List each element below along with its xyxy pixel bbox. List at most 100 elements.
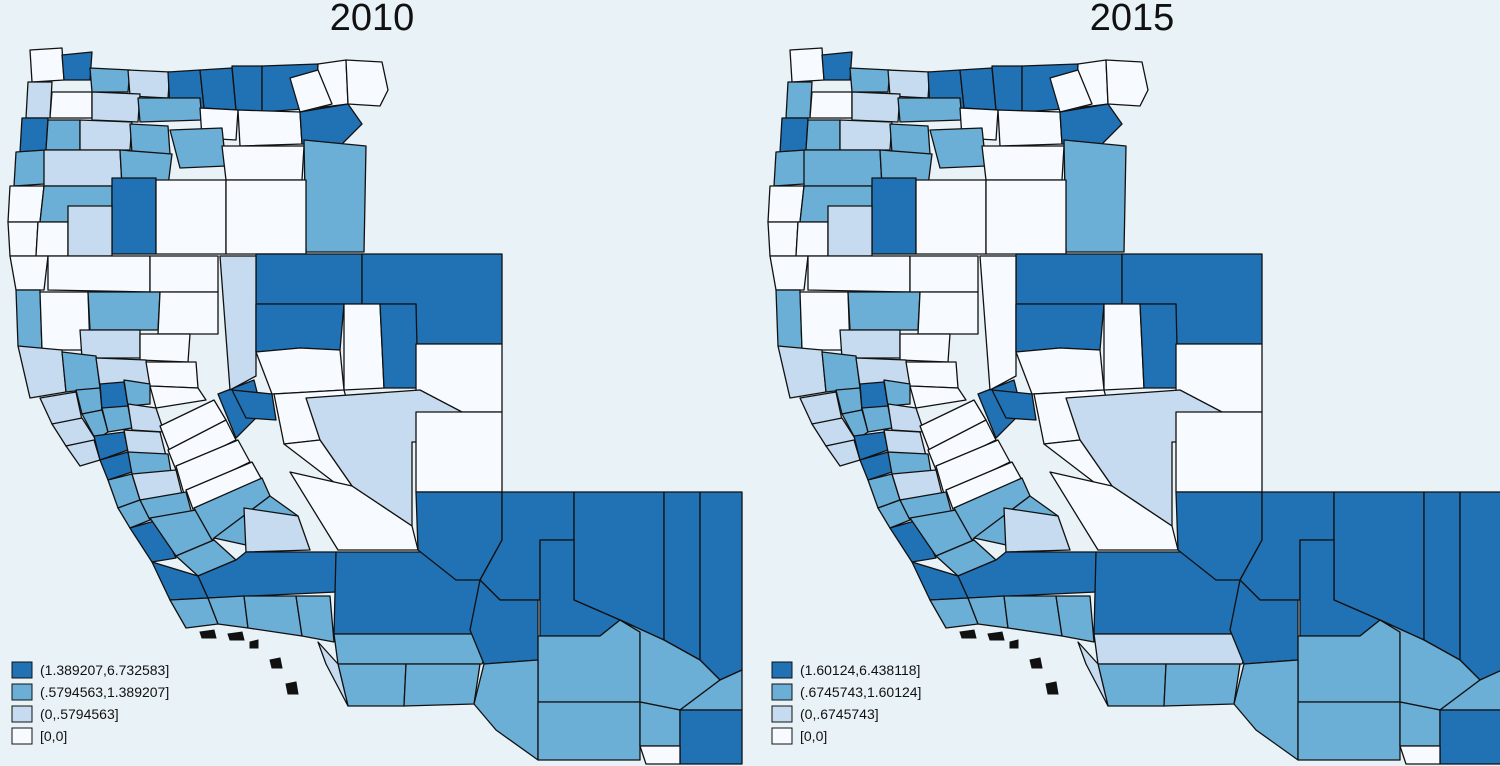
county-ca-mendocino bbox=[777, 345, 827, 399]
county-or-crook bbox=[169, 127, 227, 169]
county-or-polk bbox=[45, 119, 81, 151]
county-ca-coast-s bbox=[1077, 641, 1109, 707]
county-nv-clark bbox=[1049, 471, 1179, 551]
county-or-lane bbox=[803, 149, 883, 187]
county-or-sherman bbox=[199, 67, 237, 111]
county-ca-humboldt bbox=[15, 289, 43, 351]
county-or-jackson bbox=[67, 205, 113, 257]
legend-swatch-3 bbox=[11, 727, 33, 745]
legend-0: (1.389207,6.732583] (.5794563,1.389207] (0… bbox=[11, 661, 169, 745]
county-ca-lassen bbox=[917, 291, 979, 335]
county-or-klamath-n bbox=[111, 177, 157, 255]
legend-swatch-1 bbox=[11, 683, 33, 701]
county-or-linn bbox=[889, 123, 931, 155]
county-ca-amador bbox=[927, 419, 997, 471]
legend-swatch-1 bbox=[771, 683, 793, 701]
county-ca-inyo bbox=[1003, 507, 1071, 553]
county-or-baker bbox=[1059, 103, 1123, 147]
legend-swatch-2 bbox=[11, 705, 33, 723]
county-ca-glenn bbox=[821, 351, 861, 393]
county-ca-siskiyou bbox=[807, 255, 911, 293]
county-az-santacruz bbox=[639, 745, 681, 765]
county-ca-modoc bbox=[909, 255, 979, 293]
county-or-harney-s bbox=[225, 179, 307, 255]
county-nv-carson bbox=[231, 389, 277, 421]
map-panel-2010: 2010 (1.389207,6.732583] (.5794563,1.38920… bbox=[7, 0, 743, 765]
county-or-coos bbox=[767, 185, 805, 223]
island-2 bbox=[1009, 639, 1019, 649]
legend-label-3: [0,0] bbox=[40, 728, 67, 744]
county-or-josephine bbox=[35, 221, 69, 257]
county-nv-humboldt bbox=[255, 253, 363, 305]
county-or-union bbox=[1049, 69, 1093, 113]
county-nv-carson bbox=[991, 389, 1037, 421]
county-or-jefferson bbox=[897, 97, 963, 123]
county-az-pima bbox=[1297, 701, 1401, 761]
county-or-multnomah bbox=[89, 67, 131, 93]
legend-swatch-0 bbox=[11, 661, 33, 679]
county-or-coos bbox=[7, 185, 45, 223]
county-nv-churchill bbox=[255, 347, 345, 395]
county-or-lake bbox=[915, 179, 987, 255]
county-ca-tehama bbox=[839, 329, 901, 359]
county-ca-plumas bbox=[899, 333, 951, 363]
legend-label-2: (0,.5794563] bbox=[40, 706, 119, 722]
county-or-washington bbox=[809, 91, 853, 119]
county-or-gilliam bbox=[231, 65, 263, 113]
legend-swatch-3 bbox=[771, 727, 793, 745]
county-or-tillamook bbox=[25, 81, 53, 119]
island-3 bbox=[269, 657, 283, 669]
county-or-clatsop bbox=[789, 47, 825, 83]
county-or-marion bbox=[839, 119, 893, 151]
county-or-sherman bbox=[959, 67, 997, 111]
county-ca-inyo bbox=[243, 507, 311, 553]
county-ca-plumas bbox=[139, 333, 191, 363]
county-ca-riverside bbox=[1093, 633, 1257, 665]
legend-label-1: (.6745743,1.60124] bbox=[800, 684, 921, 700]
county-or-lincoln bbox=[19, 117, 49, 153]
county-nv-churchill bbox=[1015, 347, 1105, 395]
county-or-columbia bbox=[821, 51, 853, 81]
county-or-polk bbox=[805, 119, 841, 151]
county-az-yuma bbox=[473, 659, 539, 761]
county-or-curry bbox=[7, 221, 39, 257]
county-ca-modoc bbox=[149, 255, 219, 293]
county-ca-delnorte bbox=[9, 255, 49, 291]
county-az-pinal bbox=[1399, 701, 1441, 747]
county-ca-humboldt bbox=[775, 289, 803, 351]
county-ca-montery bbox=[129, 519, 177, 563]
county-az-greenlee bbox=[1439, 670, 1500, 711]
legend-label-0: (1.60124,6.438118] bbox=[800, 662, 920, 678]
county-ca-lassen bbox=[157, 291, 219, 335]
county-or-washington bbox=[49, 91, 93, 119]
county-ca-tuolumne bbox=[935, 439, 1011, 495]
county-ca-yolo bbox=[101, 405, 133, 433]
county-nv-humboldt bbox=[1015, 253, 1123, 305]
county-or-jefferson bbox=[137, 97, 203, 123]
county-nv-washoe bbox=[219, 255, 257, 391]
county-ca-riverside bbox=[333, 633, 497, 665]
county-or-crook bbox=[929, 127, 987, 169]
county-or-klamath-n bbox=[871, 177, 917, 255]
legend-label-1: (.5794563,1.389207] bbox=[40, 684, 169, 700]
map-title-0: 2010 bbox=[330, 0, 415, 39]
county-az-apache-w bbox=[1423, 491, 1461, 661]
island-4 bbox=[285, 681, 299, 695]
county-or-jackson bbox=[827, 205, 873, 257]
county-or-lane bbox=[43, 149, 123, 187]
legend-1: (1.60124,6.438118] (.6745743,1.60124] (0,.… bbox=[771, 661, 921, 745]
map-title-1: 2015 bbox=[1090, 0, 1175, 39]
county-ca-nevada bbox=[909, 385, 967, 409]
county-or-wallowa bbox=[1105, 59, 1149, 107]
county-ca-amador bbox=[167, 419, 237, 471]
county-ca-orange bbox=[1055, 595, 1095, 643]
island-2 bbox=[249, 639, 259, 649]
county-or-lincoln bbox=[779, 117, 809, 153]
county-or-linn bbox=[129, 123, 171, 155]
county-ca-sandiego bbox=[1097, 663, 1167, 707]
county-ca-shasta bbox=[847, 291, 921, 331]
county-ca-la bbox=[1003, 595, 1063, 637]
county-nv-eureka bbox=[379, 303, 419, 389]
county-or-benton bbox=[13, 149, 47, 187]
county-nv-pershing bbox=[1015, 303, 1105, 353]
